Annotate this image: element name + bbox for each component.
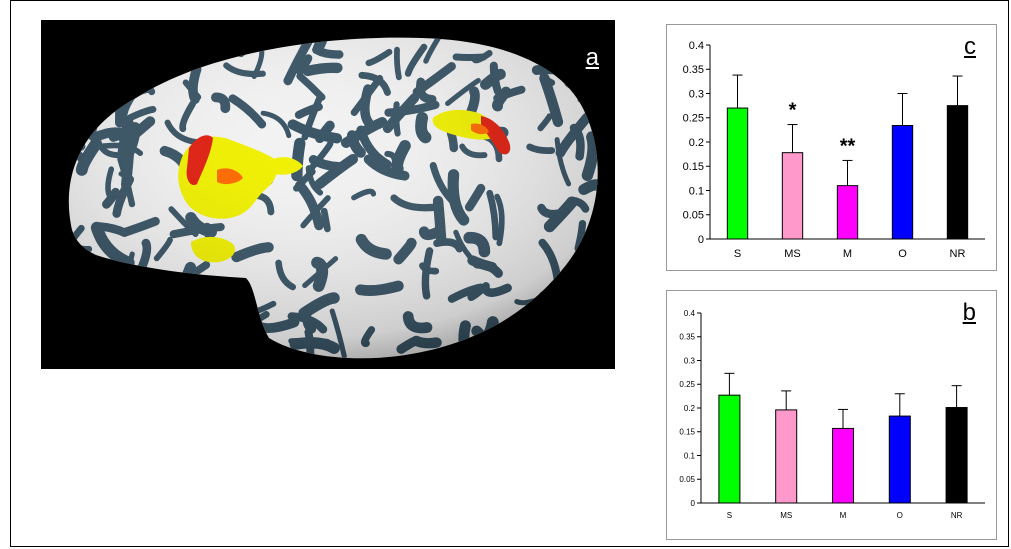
- y-tick-label: 0.05: [683, 210, 704, 222]
- bar-m: [831, 427, 855, 504]
- x-tick-label: M: [840, 511, 847, 520]
- bar-chart-b-plot: 0 0.05 0.1 0.15 0.2 0.25 0.3 0.35 0.4 S MS M O NR: [679, 309, 985, 520]
- x-tick-label: NR: [951, 511, 963, 520]
- x-tick-label: MS: [784, 248, 801, 260]
- brain-surface-image: [41, 20, 615, 369]
- y-tick-label: 0.3: [689, 88, 704, 100]
- x-tick-label: O: [897, 511, 903, 520]
- significance-marker: **: [840, 135, 856, 157]
- x-tick-label: NR: [950, 248, 966, 260]
- y-tick-label: 0.2: [684, 404, 696, 413]
- panel-label-a: a: [585, 44, 599, 71]
- bar-nr: [946, 105, 969, 240]
- bar-chart-c: 0 0.05 0.1 0.15 0.2 0.25 0.3 0.35 0.4 S MS * M ** O NR …: [666, 24, 997, 271]
- y-tick-label: 0.35: [679, 333, 695, 342]
- y-tick-label: 0.1: [689, 185, 704, 197]
- y-tick-label: 0.2: [689, 137, 704, 149]
- y-tick-label: 0: [698, 234, 704, 246]
- y-tick-label: 0.3: [684, 356, 696, 365]
- panel-label-c: c: [964, 33, 976, 60]
- bar-ms: [775, 409, 798, 504]
- bar-s: [718, 394, 741, 504]
- bar-nr: [945, 407, 968, 504]
- x-tick-label: S: [734, 248, 741, 260]
- y-tick-label: 0.05: [679, 475, 695, 484]
- bar-o: [888, 415, 911, 504]
- y-tick-label: 0.1: [684, 451, 696, 460]
- x-tick-label: M: [843, 248, 852, 260]
- y-tick-label: 0.15: [679, 428, 695, 437]
- bar-ms: [781, 152, 804, 240]
- y-tick-label: 0.25: [683, 113, 704, 125]
- bar-o: [891, 125, 914, 240]
- y-tick-label: 0.15: [683, 161, 704, 173]
- y-tick-label: 0.4: [684, 309, 696, 318]
- x-tick-label: MS: [780, 511, 792, 520]
- x-tick-label: O: [898, 248, 907, 260]
- bar-chart-b: 0 0.05 0.1 0.15 0.2 0.25 0.3 0.35 0.4 S MS M O NR b: [666, 290, 997, 540]
- bar-s: [726, 107, 749, 240]
- x-tick-label: S: [727, 511, 732, 520]
- panel-label-b: b: [962, 299, 976, 326]
- y-tick-label: 0.25: [679, 380, 695, 389]
- significance-marker: *: [789, 100, 797, 122]
- y-tick-label: 0.35: [683, 64, 704, 76]
- y-tick-label: 0.4: [689, 40, 704, 52]
- brain-surface-panel: a: [41, 20, 615, 369]
- bar-m: [836, 185, 859, 240]
- y-tick-label: 0: [691, 499, 696, 508]
- bar-chart-c-plot: 0 0.05 0.1 0.15 0.2 0.25 0.3 0.35 0.4 S MS * M ** O NR: [683, 40, 985, 260]
